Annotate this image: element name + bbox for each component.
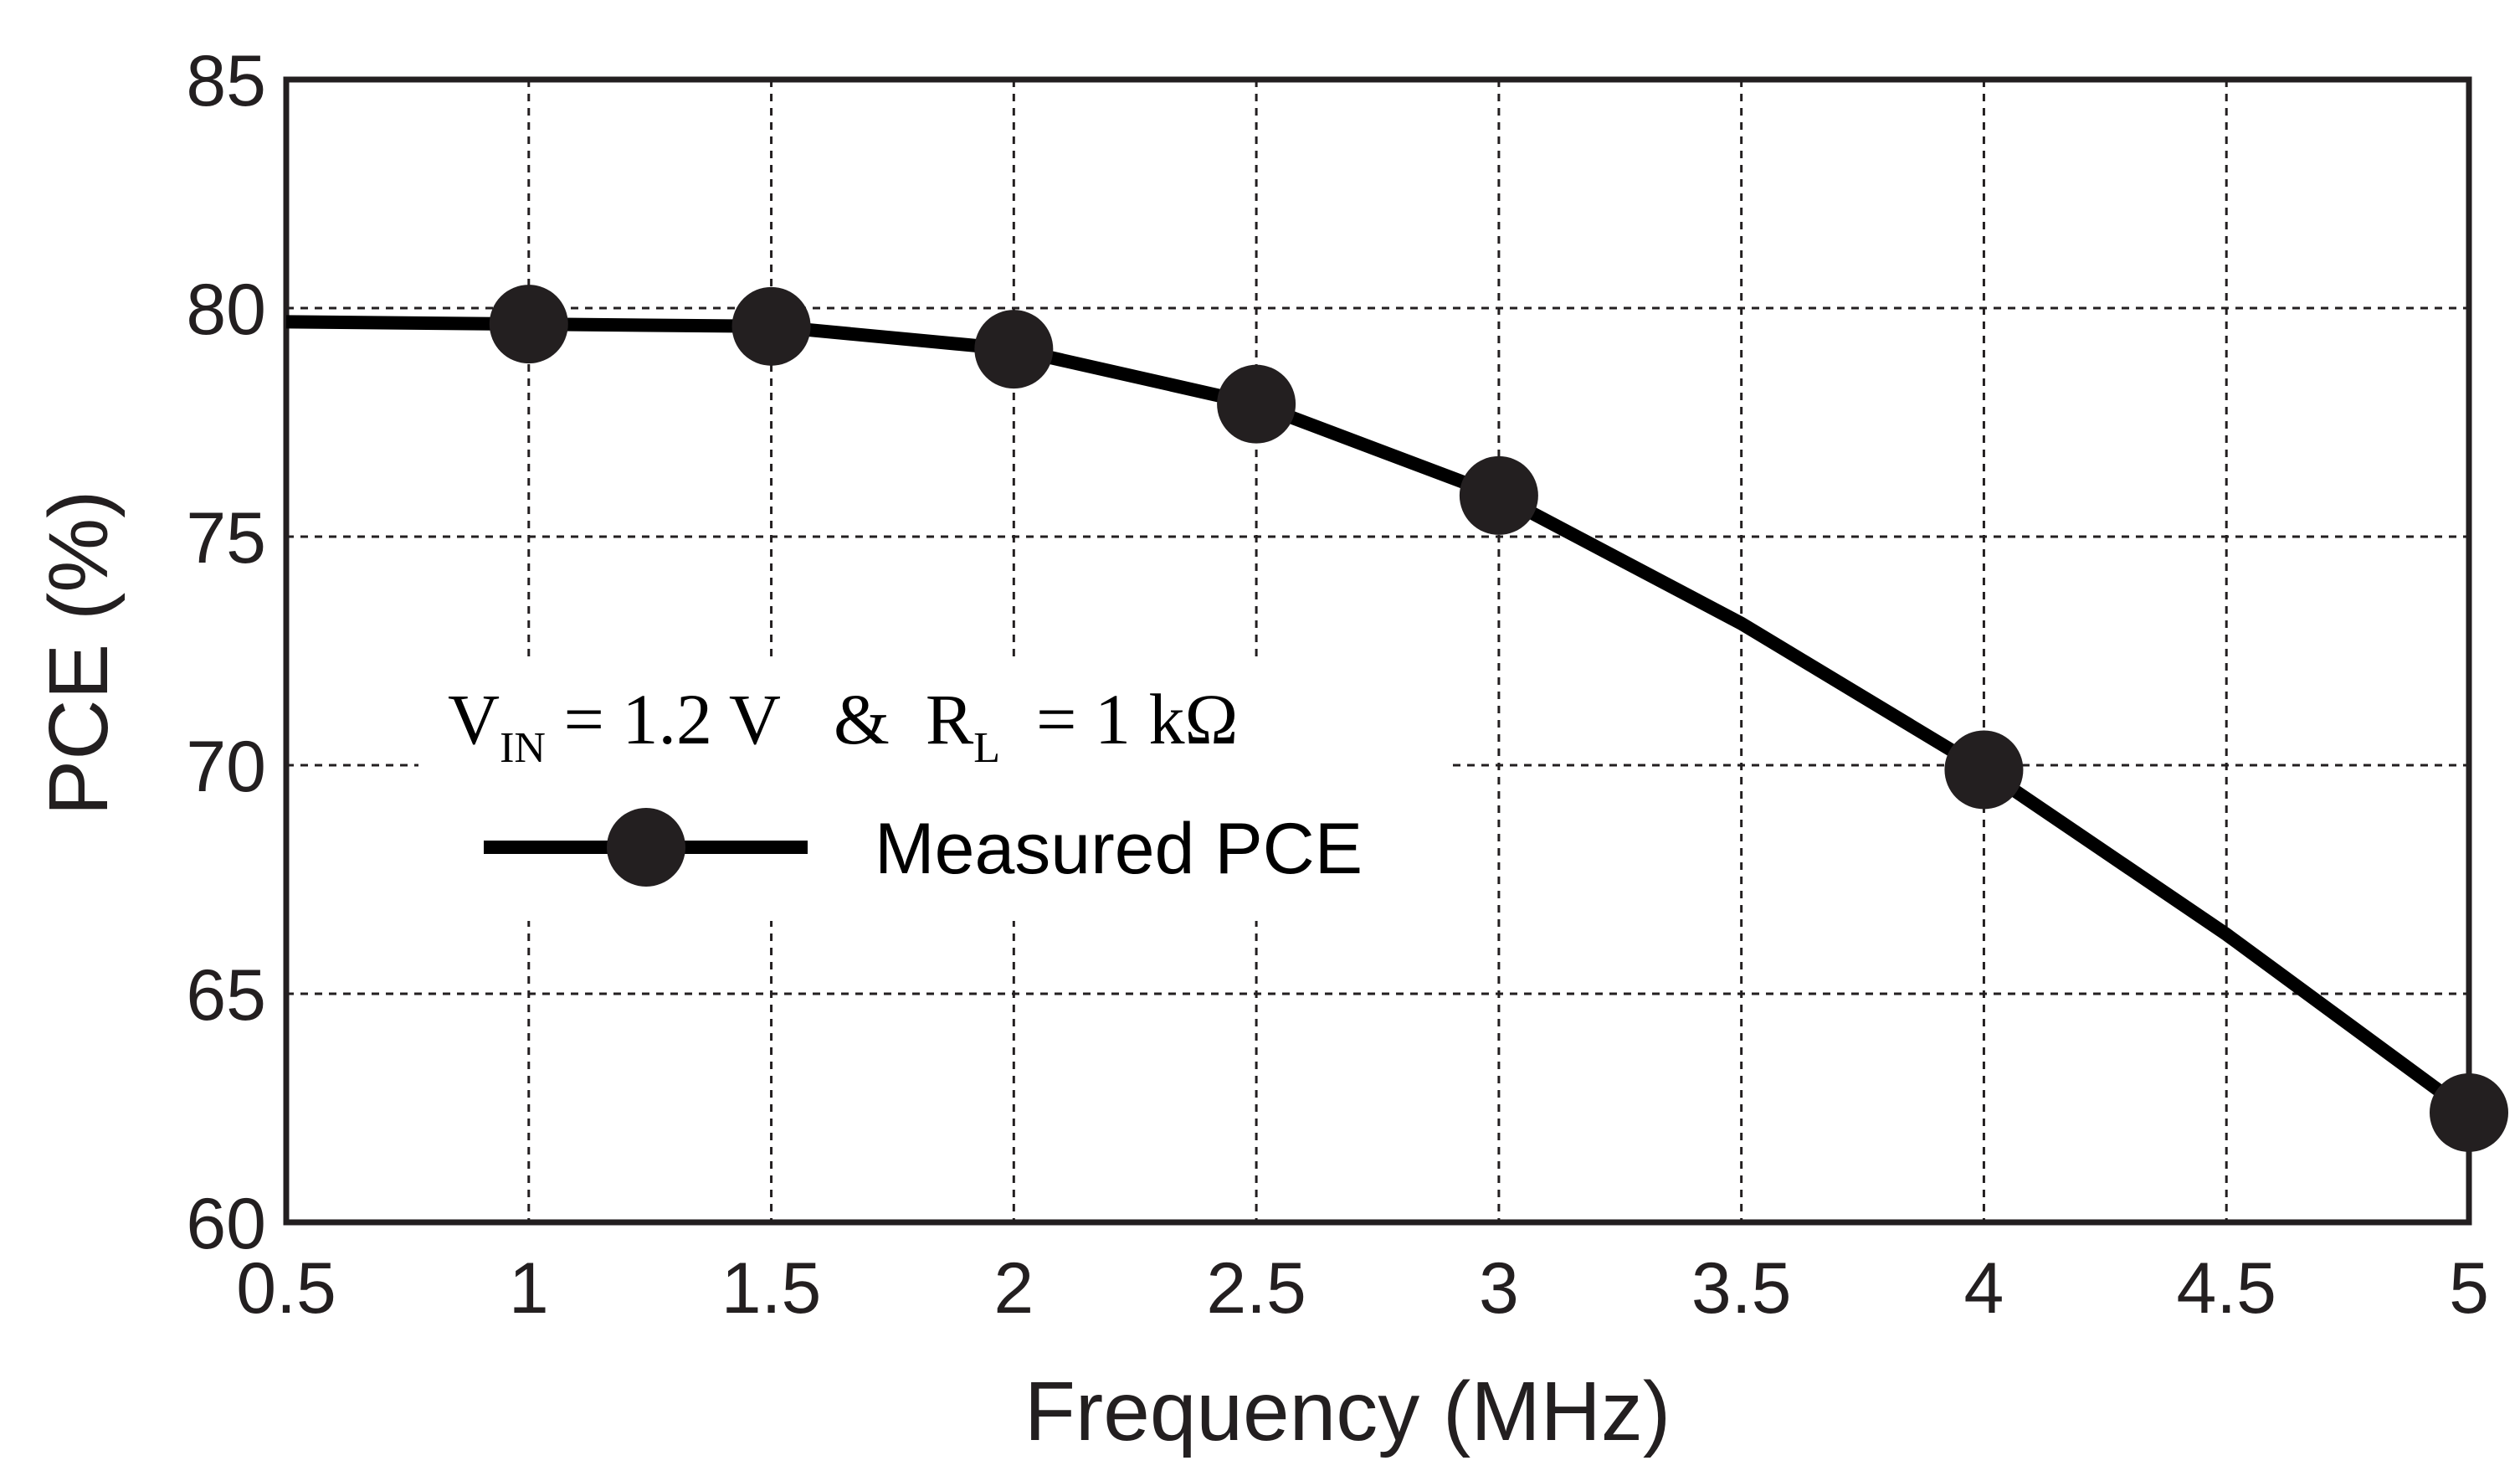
x-tick-label: 2.5 <box>1206 1248 1306 1329</box>
x-tick-label: 0.5 <box>236 1248 336 1329</box>
x-axis-title: Frequency (MHz) <box>1024 1365 1671 1458</box>
annotation-r-main: R <box>926 679 974 759</box>
x-tick-label: 5 <box>2449 1248 2489 1329</box>
data-point <box>489 285 568 364</box>
y-tick-label: 65 <box>186 955 266 1036</box>
legend-background <box>418 661 1448 921</box>
condition-annotation: VIN = 1.2 V & RL = 1 kΩ <box>448 679 1238 772</box>
y-axis-ticks: 60 65 70 75 80 85 <box>186 41 266 1264</box>
annotation-v-main: V <box>448 679 500 759</box>
y-axis-title: PCE (%) <box>32 491 126 816</box>
data-point <box>1459 455 1538 535</box>
legend: Measured PCE <box>484 808 1363 889</box>
data-point <box>1944 730 2024 810</box>
gridlines <box>286 80 2469 1222</box>
y-tick-label: 70 <box>186 727 266 807</box>
legend-label: Measured PCE <box>875 809 1363 889</box>
x-tick-label: 3.5 <box>1691 1248 1792 1329</box>
annotation-r-rest: = 1 kΩ <box>1000 679 1238 759</box>
annotation-r-sub: L <box>973 724 1000 772</box>
annotation-v-sub: IN <box>500 724 546 772</box>
x-tick-label: 1 <box>509 1248 549 1329</box>
x-tick-label: 1.5 <box>721 1248 822 1329</box>
x-tick-label: 4.5 <box>2176 1248 2276 1329</box>
y-tick-label: 85 <box>186 41 266 121</box>
y-tick-label: 60 <box>186 1184 266 1264</box>
y-tick-label: 75 <box>186 498 266 579</box>
y-tick-label: 80 <box>186 270 266 350</box>
x-tick-label: 3 <box>1479 1248 1519 1329</box>
data-point <box>974 310 1054 389</box>
series-measured-pce <box>285 285 2508 1152</box>
x-axis-ticks: 0.5 1 1.5 2 2.5 3 3.5 4 4.5 5 <box>236 1248 2489 1329</box>
data-point <box>1217 364 1296 444</box>
data-point <box>2430 1072 2508 1152</box>
series-line <box>285 315 2473 1119</box>
legend-marker-swatch <box>607 808 685 887</box>
annotation-v-rest: = 1.2 V & <box>546 679 926 759</box>
x-tick-label: 2 <box>993 1248 1034 1329</box>
plot-frame <box>283 76 2472 1226</box>
data-point <box>731 286 811 366</box>
x-tick-label: 4 <box>1964 1248 2004 1329</box>
